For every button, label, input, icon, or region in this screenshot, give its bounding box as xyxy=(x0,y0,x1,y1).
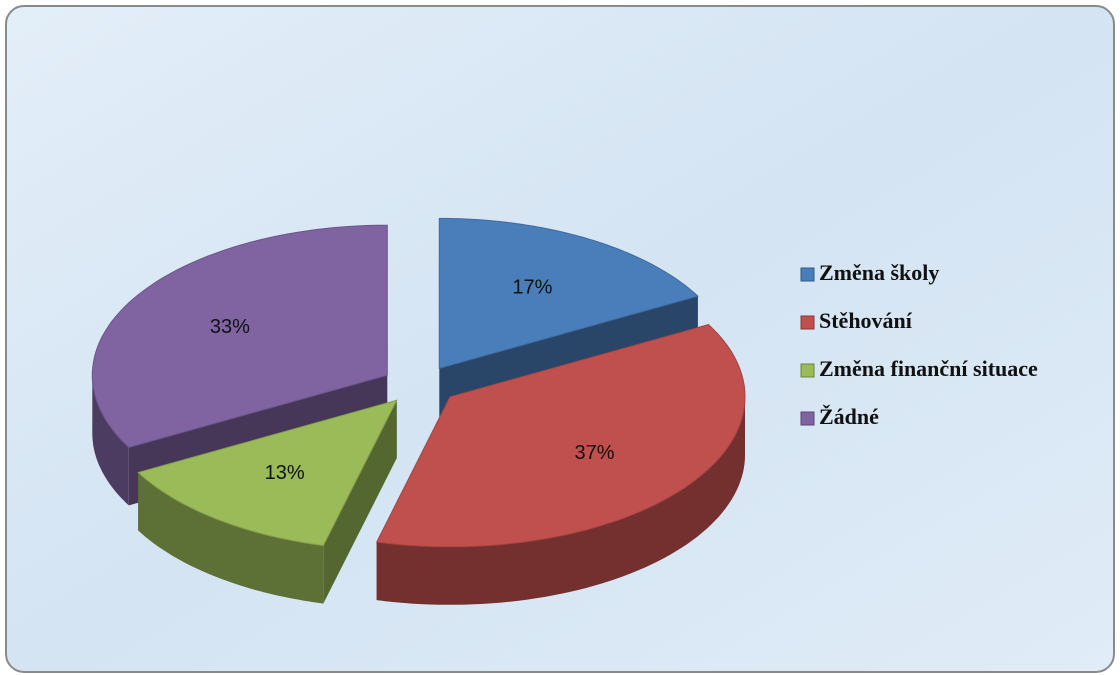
legend-swatch xyxy=(800,267,815,282)
legend-label: Změna školy xyxy=(819,260,939,285)
legend-swatch xyxy=(800,363,815,378)
legend: Změna školy Stěhování Změna finanční situa… xyxy=(800,260,1038,429)
slice-side xyxy=(138,472,324,604)
legend-label: Změna finanční situace xyxy=(819,356,1038,381)
legend-swatch xyxy=(800,315,815,330)
slice-side xyxy=(92,375,129,506)
slice-side xyxy=(376,396,745,605)
data-label: 33% xyxy=(210,316,250,338)
slice xyxy=(438,217,699,370)
slice xyxy=(137,399,398,547)
legend-label: Žádné xyxy=(819,404,879,429)
data-label: 13% xyxy=(265,462,305,484)
slice xyxy=(375,324,746,548)
slice xyxy=(91,224,388,448)
legend-label: Stěhování xyxy=(819,308,913,333)
legend-swatch xyxy=(800,411,815,426)
data-label: 17% xyxy=(512,277,552,299)
data-label: 37% xyxy=(575,442,615,464)
pie: 17% 33% 37% 13% xyxy=(91,217,746,605)
